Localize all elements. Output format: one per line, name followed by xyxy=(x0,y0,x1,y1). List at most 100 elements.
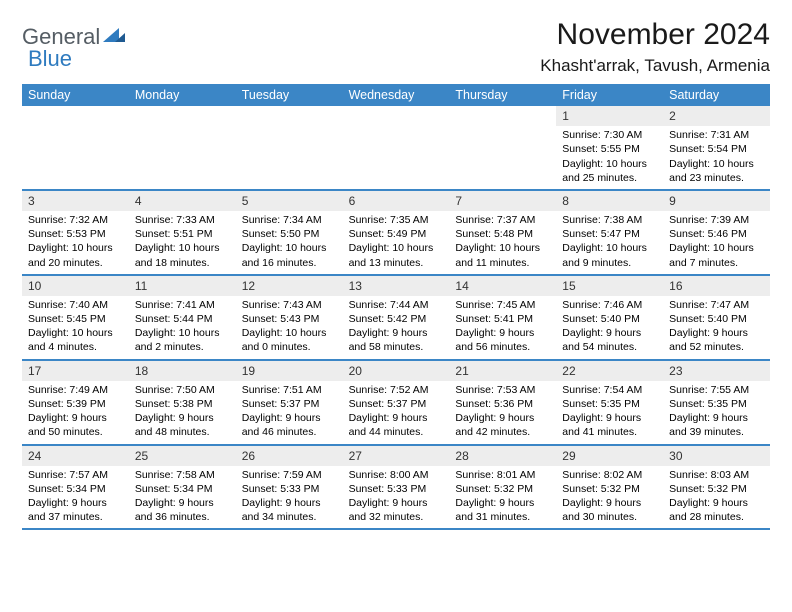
sunset-text: Sunset: 5:46 PM xyxy=(669,227,764,241)
daylight-text: Daylight: 9 hours and 54 minutes. xyxy=(562,326,657,354)
sunset-text: Sunset: 5:33 PM xyxy=(242,482,337,496)
sunrise-text: Sunrise: 7:55 AM xyxy=(669,383,764,397)
day-number: 19 xyxy=(236,361,343,381)
day-number: 15 xyxy=(556,276,663,296)
day-number: 21 xyxy=(449,361,556,381)
week-row: 1 Sunrise: 7:30 AMSunset: 5:55 PM Daylight… xyxy=(22,106,770,191)
sunrise-text: Sunrise: 7:46 AM xyxy=(562,298,657,312)
day-cell: 7Sunrise: 7:37 AMSunset: 5:48 PMDaylight… xyxy=(449,191,556,274)
logo-triangle-icon xyxy=(103,26,125,49)
daylight-text: Daylight: 9 hours and 36 minutes. xyxy=(135,496,230,524)
day-body: Sunrise: 7:31 AMSunset: 5:54 PMDaylight:… xyxy=(663,126,770,189)
daylight-text: Daylight: 9 hours and 31 minutes. xyxy=(455,496,550,524)
day-number: 16 xyxy=(663,276,770,296)
sunset-text: Sunset: 5:51 PM xyxy=(135,227,230,241)
sunset-text: Sunset: 5:35 PM xyxy=(669,397,764,411)
day-cell: 30Sunrise: 8:03 AMSunset: 5:32 PMDayligh… xyxy=(663,446,770,529)
daylight-text: Daylight: 10 hours and 23 minutes. xyxy=(669,157,764,185)
day-number: 1 xyxy=(556,106,663,126)
day-cell: 24Sunrise: 7:57 AMSunset: 5:34 PMDayligh… xyxy=(22,446,129,529)
daylight-text: Daylight: 9 hours and 42 minutes. xyxy=(455,411,550,439)
sunrise-text: Sunrise: 7:33 AM xyxy=(135,213,230,227)
sunset-text: Sunset: 5:32 PM xyxy=(455,482,550,496)
day-number: 22 xyxy=(556,361,663,381)
day-body: Sunrise: 8:01 AMSunset: 5:32 PMDaylight:… xyxy=(449,466,556,529)
daylight-text: Daylight: 9 hours and 30 minutes. xyxy=(562,496,657,524)
daylight-text: Daylight: 9 hours and 41 minutes. xyxy=(562,411,657,439)
day-number: 18 xyxy=(129,361,236,381)
day-cell: 18Sunrise: 7:50 AMSunset: 5:38 PMDayligh… xyxy=(129,361,236,444)
daylight-text: Daylight: 10 hours and 18 minutes. xyxy=(135,241,230,269)
sunrise-text: Sunrise: 7:34 AM xyxy=(242,213,337,227)
sunset-text: Sunset: 5:42 PM xyxy=(349,312,444,326)
sunset-text: Sunset: 5:38 PM xyxy=(135,397,230,411)
day-number: 17 xyxy=(22,361,129,381)
day-number: 7 xyxy=(449,191,556,211)
daylight-text: Daylight: 9 hours and 32 minutes. xyxy=(349,496,444,524)
daylight-text: Daylight: 9 hours and 34 minutes. xyxy=(242,496,337,524)
day-body: Sunrise: 7:41 AMSunset: 5:44 PMDaylight:… xyxy=(129,296,236,359)
day-body: Sunrise: 7:39 AMSunset: 5:46 PMDaylight:… xyxy=(663,211,770,274)
sunrise-text: Sunrise: 7:41 AM xyxy=(135,298,230,312)
day-body: Sunrise: 7:58 AMSunset: 5:34 PMDaylight:… xyxy=(129,466,236,529)
day-cell: 29Sunrise: 8:02 AMSunset: 5:32 PMDayligh… xyxy=(556,446,663,529)
day-cell: 11Sunrise: 7:41 AMSunset: 5:44 PMDayligh… xyxy=(129,276,236,359)
daylight-text: Daylight: 9 hours and 50 minutes. xyxy=(28,411,123,439)
day-number: 4 xyxy=(129,191,236,211)
sunset-text: Sunset: 5:33 PM xyxy=(349,482,444,496)
day-cell: 2Sunrise: 7:31 AMSunset: 5:54 PMDaylight… xyxy=(663,106,770,189)
day-body: Sunrise: 7:50 AMSunset: 5:38 PMDaylight:… xyxy=(129,381,236,444)
daylight-text: Daylight: 9 hours and 39 minutes. xyxy=(669,411,764,439)
sunrise-text: Sunrise: 8:02 AM xyxy=(562,468,657,482)
day-body: Sunrise: 7:47 AMSunset: 5:40 PMDaylight:… xyxy=(663,296,770,359)
sunset-text: Sunset: 5:35 PM xyxy=(562,397,657,411)
daylight-text: Daylight: 9 hours and 28 minutes. xyxy=(669,496,764,524)
sunrise-text: Sunrise: 7:30 AM xyxy=(562,128,657,142)
daylight-text: Daylight: 9 hours and 56 minutes. xyxy=(455,326,550,354)
sunset-text: Sunset: 5:55 PM xyxy=(562,142,657,156)
day-body: Sunrise: 7:44 AMSunset: 5:42 PMDaylight:… xyxy=(343,296,450,359)
day-body: Sunrise: 7:46 AMSunset: 5:40 PMDaylight:… xyxy=(556,296,663,359)
day-cell: 28Sunrise: 8:01 AMSunset: 5:32 PMDayligh… xyxy=(449,446,556,529)
day-number: 28 xyxy=(449,446,556,466)
page-header: General November 2024 Khasht'arrak, Tavu… xyxy=(22,18,770,76)
sunrise-text: Sunrise: 7:39 AM xyxy=(669,213,764,227)
day-cell: 23 Sunrise: 7:55 AMSunset: 5:35 PMDayligh… xyxy=(663,361,770,444)
day-number: 20 xyxy=(343,361,450,381)
sunrise-text: Sunrise: 7:57 AM xyxy=(28,468,123,482)
day-body: Sunrise: 7:49 AMSunset: 5:39 PMDaylight:… xyxy=(22,381,129,444)
logo-text-blue: Blue xyxy=(28,46,72,71)
daylight-text: Daylight: 10 hours and 7 minutes. xyxy=(669,241,764,269)
daylight-text: Daylight: 9 hours and 44 minutes. xyxy=(349,411,444,439)
day-number: 23 xyxy=(663,361,770,381)
day-number: 9 xyxy=(663,191,770,211)
day-cell: 26Sunrise: 7:59 AMSunset: 5:33 PMDayligh… xyxy=(236,446,343,529)
day-cell: 19Sunrise: 7:51 AMSunset: 5:37 PMDayligh… xyxy=(236,361,343,444)
sunset-text: Sunset: 5:36 PM xyxy=(455,397,550,411)
day-cell: 16Sunrise: 7:47 AMSunset: 5:40 PMDayligh… xyxy=(663,276,770,359)
day-number: 3 xyxy=(22,191,129,211)
page-subtitle: Khasht'arrak, Tavush, Armenia xyxy=(540,56,770,76)
day-body: Sunrise: 7:40 AMSunset: 5:45 PMDaylight:… xyxy=(22,296,129,359)
day-cell: 13Sunrise: 7:44 AMSunset: 5:42 PMDayligh… xyxy=(343,276,450,359)
day-body: Sunrise: 7:34 AMSunset: 5:50 PMDaylight:… xyxy=(236,211,343,274)
day-body: Sunrise: 7:54 AMSunset: 5:35 PMDaylight:… xyxy=(556,381,663,444)
day-cell: 27Sunrise: 8:00 AMSunset: 5:33 PMDayligh… xyxy=(343,446,450,529)
day-cell xyxy=(236,106,343,189)
day-number: 14 xyxy=(449,276,556,296)
day-body: Sunrise: 7:53 AMSunset: 5:36 PMDaylight:… xyxy=(449,381,556,444)
weekday-header: Friday xyxy=(556,84,663,106)
day-body: Sunrise: 7:33 AMSunset: 5:51 PMDaylight:… xyxy=(129,211,236,274)
sunset-text: Sunset: 5:41 PM xyxy=(455,312,550,326)
daylight-text: Daylight: 10 hours and 2 minutes. xyxy=(135,326,230,354)
day-cell xyxy=(449,106,556,189)
day-cell: 14 Sunrise: 7:45 AMSunset: 5:41 PMDayligh… xyxy=(449,276,556,359)
daylight-text: Daylight: 10 hours and 20 minutes. xyxy=(28,241,123,269)
day-body: Sunrise: 7:38 AMSunset: 5:47 PMDaylight:… xyxy=(556,211,663,274)
sunrise-text: Sunrise: 7:38 AM xyxy=(562,213,657,227)
day-number: 13 xyxy=(343,276,450,296)
day-cell: 20Sunrise: 7:52 AMSunset: 5:37 PMDayligh… xyxy=(343,361,450,444)
sunrise-text: Sunrise: 7:45 AM xyxy=(455,298,550,312)
day-number: 26 xyxy=(236,446,343,466)
weekday-header: Tuesday xyxy=(236,84,343,106)
